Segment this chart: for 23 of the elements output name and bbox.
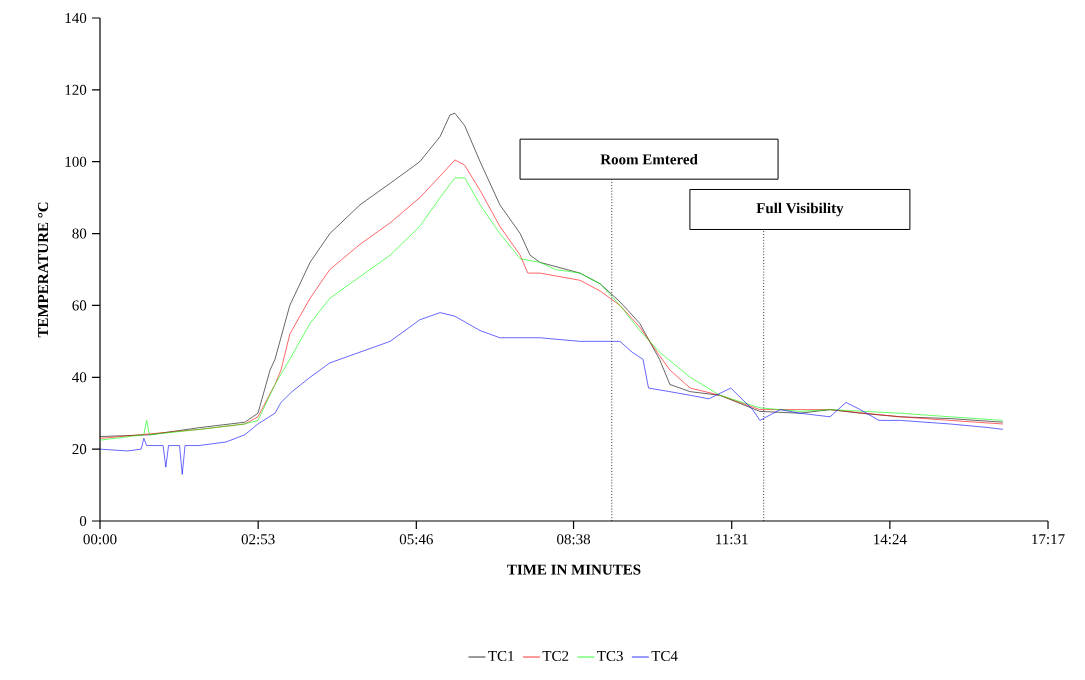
x-tick-label: 17:17 <box>1032 534 1065 545</box>
legend-label: TC4 <box>651 650 678 662</box>
ref-line-label: Full Visibility <box>756 202 844 217</box>
y-tick-label: 0 <box>79 515 87 527</box>
x-tick-label: 11:31 <box>716 534 748 545</box>
y-tick-label: 140 <box>65 12 87 24</box>
y-tick-label: 40 <box>72 372 87 383</box>
y-tick-label: 100 <box>65 156 87 167</box>
x-tick-label: 08:38 <box>557 534 591 545</box>
x-axis-title: TIME IN MINUTES <box>507 564 641 575</box>
x-tick-label: 14:24 <box>874 534 907 545</box>
y-tick-label: 80 <box>72 228 87 239</box>
legend-label: TC1 <box>488 650 514 662</box>
y-tick-label: 20 <box>72 444 87 455</box>
y-axis-title: TEMPERATURE °C <box>37 202 49 338</box>
x-tick-label: 05:46 <box>399 534 433 545</box>
x-tick-label: 02:53 <box>241 534 275 545</box>
legend-label: TC2 <box>542 650 569 662</box>
x-tick-label: 00:00 <box>83 534 117 545</box>
legend-label: TC3 <box>597 650 623 662</box>
y-tick-label: 60 <box>72 300 87 311</box>
y-tick-label: 120 <box>65 84 87 95</box>
ref-line-label: Room Emtered <box>600 153 698 165</box>
